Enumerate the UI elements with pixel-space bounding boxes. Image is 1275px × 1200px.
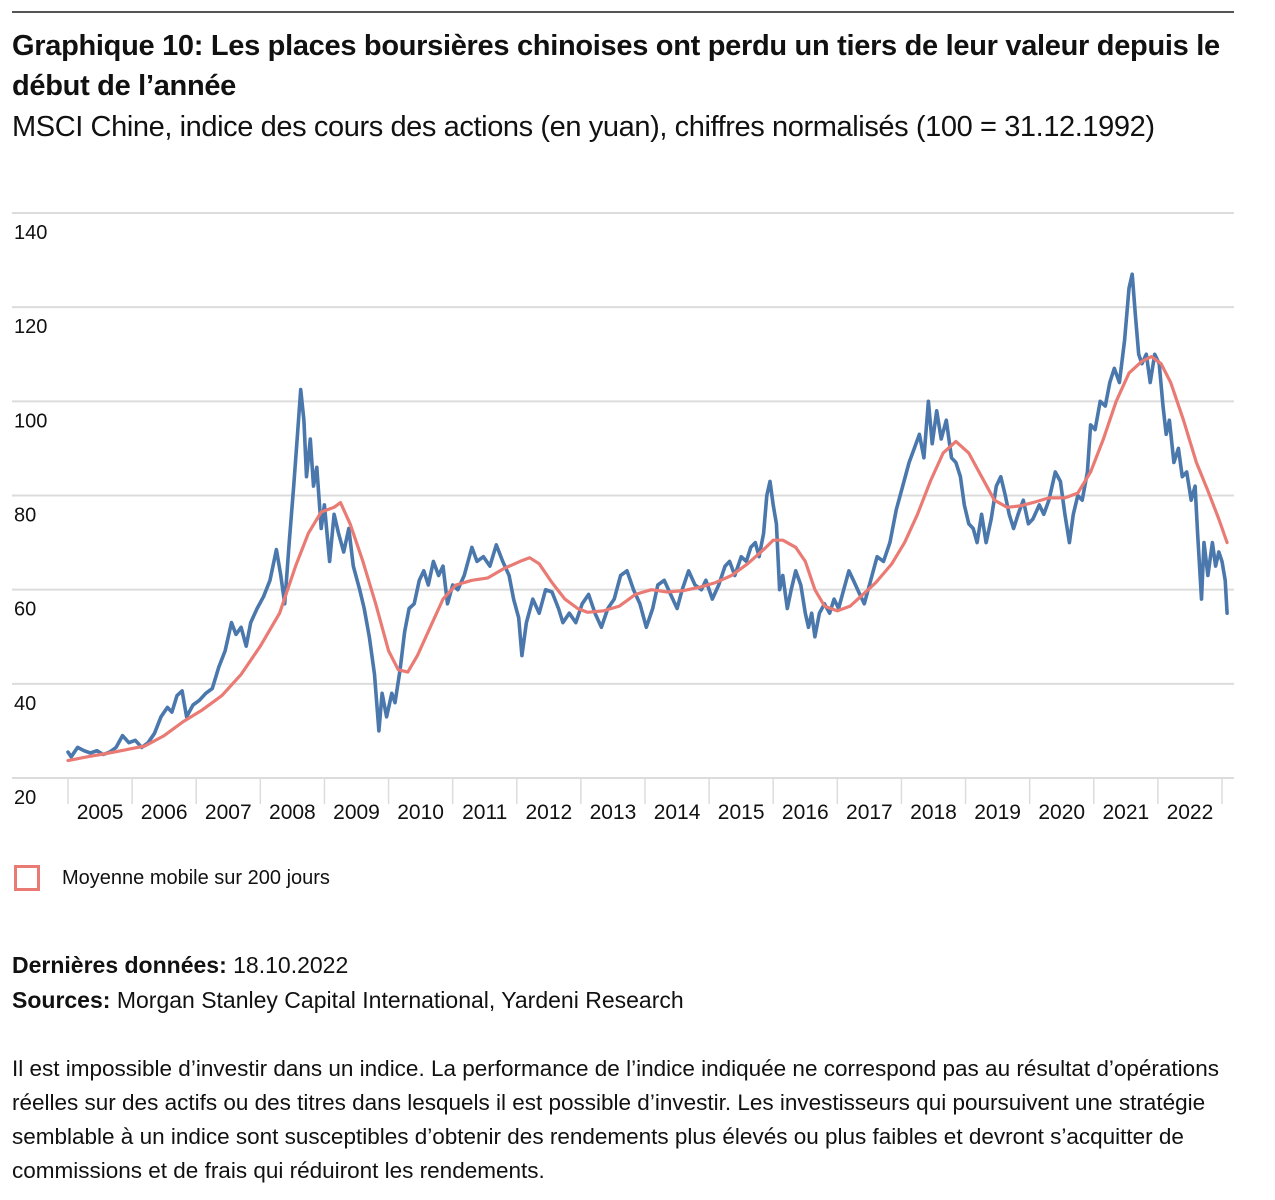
x-tick-label: 2017 [846, 801, 893, 824]
x-tick-label: 2006 [141, 801, 188, 824]
y-axis-ticks: 140 120 100 80 60 40 20 [14, 222, 47, 809]
x-tick-label: 2008 [269, 801, 316, 824]
x-tick-label: 2021 [1102, 801, 1149, 824]
legend-label-moving-average: Moyenne mobile sur 200 jours [62, 866, 330, 889]
y-tick-label: 40 [14, 693, 36, 715]
last-data-value: 18.10.2022 [233, 952, 349, 978]
top-rule [12, 11, 1234, 13]
series-lines [66, 272, 1229, 763]
x-tick-label: 2016 [782, 801, 829, 824]
legend: Moyenne mobile sur 200 jours [14, 865, 330, 891]
chart-title: Graphique 10: Les places boursières chin… [12, 30, 1220, 102]
sources-value: Morgan Stanley Capital International, Ya… [116, 987, 684, 1013]
legend-swatch-moving-average [14, 865, 40, 891]
x-tick-label: 2005 [77, 801, 124, 824]
gridlines [12, 212, 1234, 779]
y-tick-label: 120 [14, 316, 47, 338]
disclaimer: Il est impossible d’investir dans un ind… [12, 1056, 1219, 1183]
y-tick-label: 80 [14, 505, 36, 527]
x-tick-label: 2011 [462, 801, 507, 824]
x-tick-label: 2010 [397, 801, 444, 824]
sources-line: Sources: Morgan Stanley Capital Internat… [12, 983, 684, 1017]
x-tick-label: 2018 [910, 801, 957, 824]
series-line-moving-average-200d [66, 355, 1229, 763]
x-tick-label: 2012 [525, 801, 572, 824]
y-tick-label: 60 [14, 599, 36, 621]
chart-subtitle: MSCI Chine, indice des cours des actions… [12, 111, 1155, 143]
x-tick-label: 2007 [205, 801, 252, 824]
x-tick-label: 2020 [1038, 801, 1085, 824]
y-tick-label: 100 [14, 410, 47, 432]
x-tick-label: 2009 [333, 801, 380, 824]
sources-label: Sources: [12, 987, 111, 1013]
x-tick-label: 2015 [718, 801, 765, 824]
x-axis: 2005 2006 2007 2008 2009 2010 2011 2012 2013 2014… [67, 778, 1223, 824]
y-tick-label: 20 [14, 787, 36, 809]
last-data-label: Dernières données: [12, 952, 227, 978]
x-tick-label: 2013 [590, 801, 637, 824]
x-tick-label: 2022 [1167, 801, 1214, 824]
x-tick-label: 2014 [654, 801, 701, 824]
y-tick-label: 140 [14, 222, 47, 244]
x-tick-label: 2019 [974, 801, 1021, 824]
last-data-line: Dernières données: 18.10.2022 [12, 948, 348, 982]
